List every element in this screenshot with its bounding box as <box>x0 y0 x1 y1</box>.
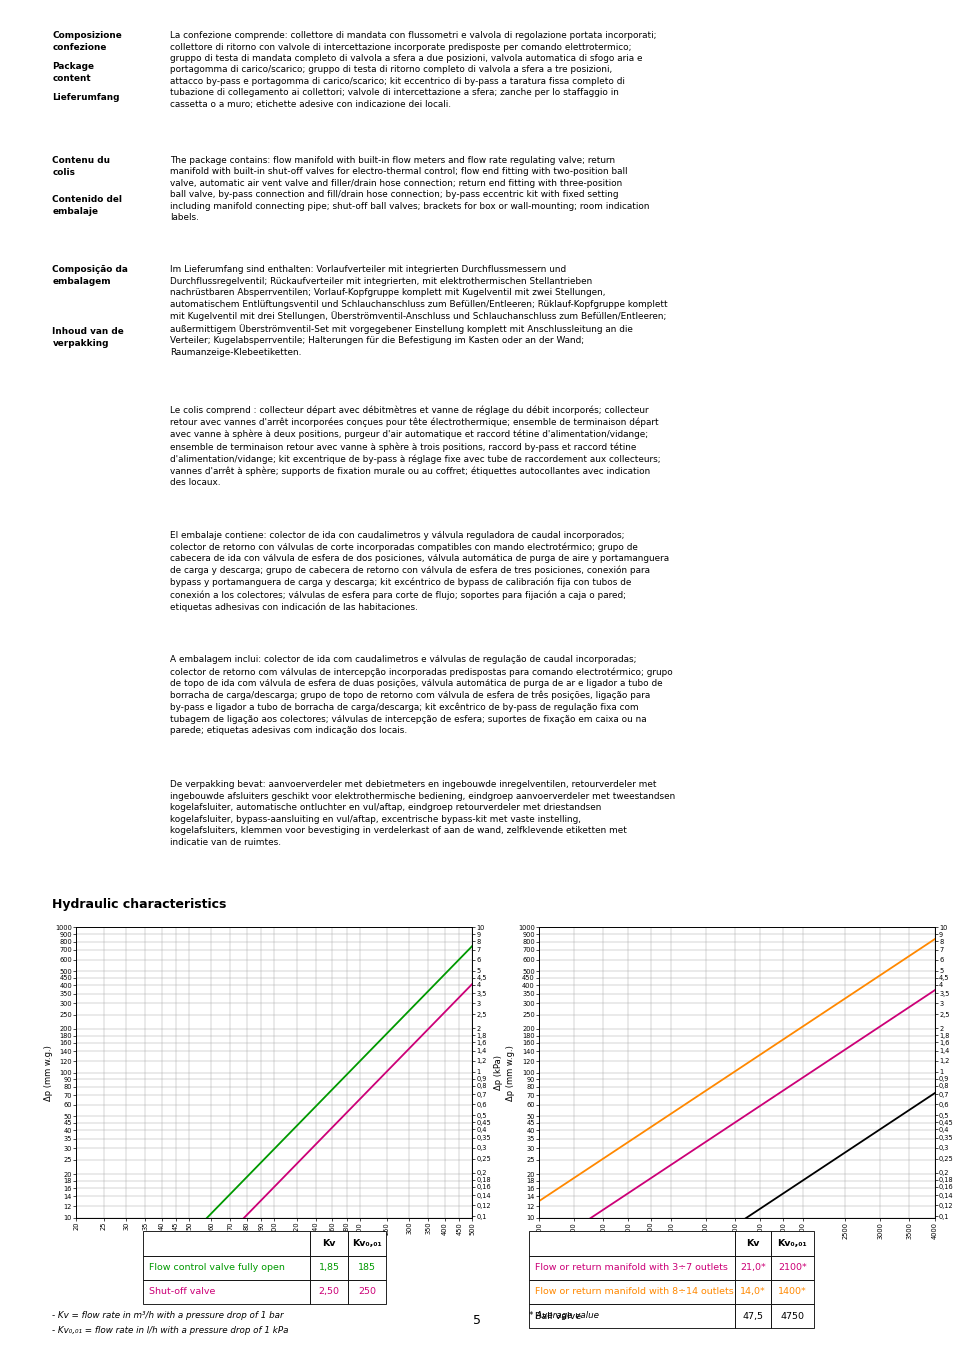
Text: Flow or return manifold with 8÷14 outlets: Flow or return manifold with 8÷14 outlet… <box>535 1288 733 1296</box>
Text: Hydraulic characteristics: Hydraulic characteristics <box>52 898 227 911</box>
Text: A embalagem inclui: colector de ida com caudalimetros e válvulas de regulação de: A embalagem inclui: colector de ida com … <box>170 656 672 736</box>
Text: 2100*: 2100* <box>777 1264 806 1272</box>
Text: Le colis comprend : collecteur départ avec débitmètres et vanne de réglage du dé: Le colis comprend : collecteur départ av… <box>170 406 659 487</box>
Text: Composizione
confezione: Composizione confezione <box>52 31 122 51</box>
Text: The package contains: flow manifold with built-in flow meters and flow rate regu: The package contains: flow manifold with… <box>170 157 648 223</box>
Text: 185: 185 <box>358 1264 375 1272</box>
Text: Inhoud van de
verpakking: Inhoud van de verpakking <box>52 328 124 348</box>
Text: Flow control valve fully open: Flow control valve fully open <box>149 1264 284 1272</box>
Text: 14,0*: 14,0* <box>740 1288 764 1296</box>
Text: 250: 250 <box>358 1288 375 1296</box>
Y-axis label: Δp (kPa): Δp (kPa) <box>494 1056 502 1089</box>
Text: Kv₀,₀₁: Kv₀,₀₁ <box>352 1239 382 1247</box>
Text: 1400*: 1400* <box>777 1288 806 1296</box>
Text: Contenu du
colis: Contenu du colis <box>52 157 111 177</box>
Text: El embalaje contiene: colector de ida con caudalimetros y válvula reguladora de : El embalaje contiene: colector de ida co… <box>170 531 668 612</box>
Text: 21,0*: 21,0* <box>740 1264 764 1272</box>
Text: La confezione comprende: collettore di mandata con flussometri e valvola di rego: La confezione comprende: collettore di m… <box>170 31 656 109</box>
Text: Composição da
embalagem: Composição da embalagem <box>52 266 129 286</box>
Text: Contenido del
embalaje: Contenido del embalaje <box>52 194 122 216</box>
Text: 47,5: 47,5 <box>741 1312 762 1320</box>
Y-axis label: Δp (mm w.g.): Δp (mm w.g.) <box>506 1045 515 1100</box>
Text: Kv₀,₀₁: Kv₀,₀₁ <box>777 1239 806 1247</box>
Y-axis label: Δp (mm w.g.): Δp (mm w.g.) <box>44 1045 52 1100</box>
Text: - Kv = flow rate in m³/h with a pressure drop of 1 bar: - Kv = flow rate in m³/h with a pressure… <box>52 1311 284 1320</box>
Text: Flow or return manifold with 3÷7 outlets: Flow or return manifold with 3÷7 outlets <box>535 1264 727 1272</box>
Text: - Kv₀,₀₁ = flow rate in l/h with a pressure drop of 1 kPa: - Kv₀,₀₁ = flow rate in l/h with a press… <box>52 1327 289 1335</box>
Text: Ball valve: Ball valve <box>535 1312 580 1320</box>
Text: 5: 5 <box>473 1314 480 1327</box>
X-axis label: G (l/h): G (l/h) <box>723 1242 749 1250</box>
Text: Package
content: Package content <box>52 62 94 82</box>
Text: Kv: Kv <box>745 1239 759 1247</box>
Text: Lieferumfang: Lieferumfang <box>52 93 120 103</box>
Text: 4750: 4750 <box>780 1312 803 1320</box>
Text: * Average value: * Average value <box>529 1311 598 1320</box>
Text: Kv: Kv <box>322 1239 335 1247</box>
Text: De verpakking bevat: aanvoerverdeler met debietmeters en ingebouwde inregelventi: De verpakking bevat: aanvoerverdeler met… <box>170 780 674 846</box>
X-axis label: G (l/h): G (l/h) <box>261 1238 287 1246</box>
Text: 2,50: 2,50 <box>318 1288 339 1296</box>
Text: 1,85: 1,85 <box>318 1264 339 1272</box>
Text: Im Lieferumfang sind enthalten: Vorlaufverteiler mit integrierten Durchflussmess: Im Lieferumfang sind enthalten: Vorlaufv… <box>170 266 666 356</box>
Text: Shut-off valve: Shut-off valve <box>149 1288 215 1296</box>
